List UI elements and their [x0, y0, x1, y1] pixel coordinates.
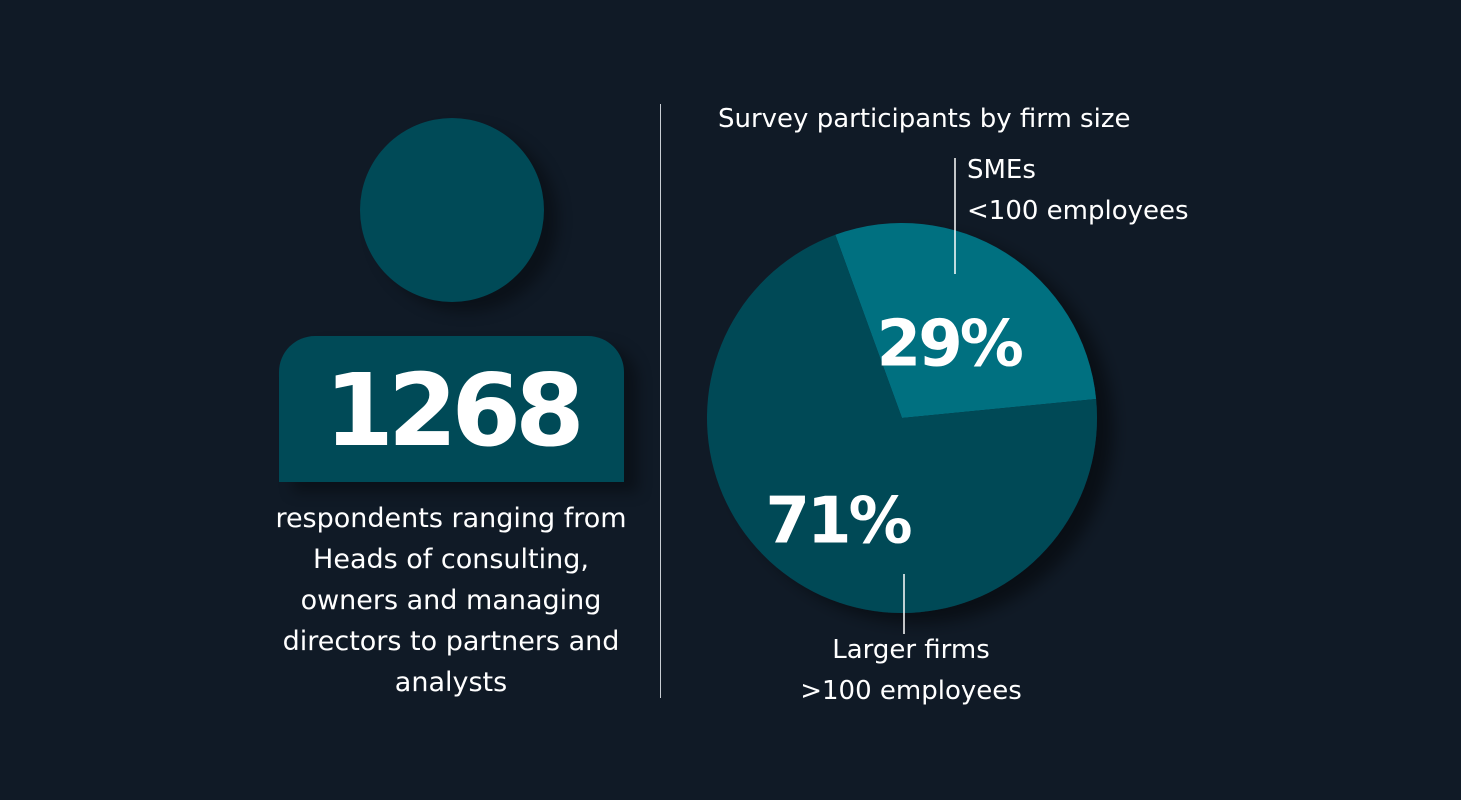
pie-label-sme: 29%	[877, 308, 1023, 382]
sme-callout: SMEs <100 employees	[967, 150, 1189, 232]
pie-slice-sme	[835, 223, 1097, 418]
chart-title: Survey participants by firm size	[718, 104, 1131, 134]
person-body-shape	[279, 336, 624, 482]
sme-size: <100 employees	[967, 196, 1189, 226]
respondent-count: 1268	[324, 352, 584, 469]
sme-name: SMEs	[967, 155, 1036, 185]
pie-slice-larger	[706, 234, 1097, 613]
larger-name: Larger firms	[832, 635, 990, 665]
pie-label-larger: 71%	[765, 484, 911, 558]
larger-callout: Larger firms >100 employees	[790, 630, 1032, 712]
larger-size: >100 employees	[800, 676, 1022, 706]
vertical-divider	[660, 104, 661, 698]
respondent-description: respondents ranging from Heads of consul…	[275, 503, 627, 698]
person-head-shape	[360, 118, 544, 302]
